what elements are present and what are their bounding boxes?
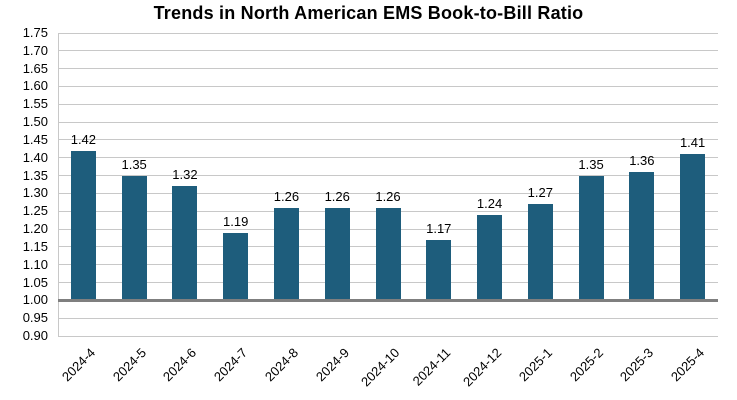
y-axis-tick-label: 1.75 xyxy=(22,25,48,40)
bar-value-label: 1.35 xyxy=(578,156,604,172)
gridline xyxy=(58,175,718,177)
x-axis-tick-label: 2024-4 xyxy=(58,345,98,385)
bar-value-label: 1.17 xyxy=(426,220,452,236)
bar xyxy=(578,175,604,301)
bar-value-label: 1.26 xyxy=(324,188,350,204)
gridline xyxy=(58,103,718,105)
gridline xyxy=(58,68,718,70)
bar-value-label: 1.24 xyxy=(476,195,503,211)
bar-value-label: 1.42 xyxy=(70,131,97,147)
x-axis-tick-label: 2025-2 xyxy=(566,345,606,385)
y-axis-tick-label: 1.15 xyxy=(22,238,48,254)
x-axis-tick-label: 2024-8 xyxy=(261,345,302,385)
gridline xyxy=(58,335,718,337)
bar-value-label: 1.19 xyxy=(223,213,249,229)
x-axis-tick-label: 2024-7 xyxy=(211,345,251,385)
x-axis-tick-label: 2024-10 xyxy=(358,345,403,390)
y-axis-line xyxy=(58,33,59,336)
bar-value-label: 1.26 xyxy=(273,188,300,204)
bar-value-label: 1.27 xyxy=(527,185,553,201)
y-axis-tick-label: 1.35 xyxy=(22,167,48,183)
x-axis-tick-label: 2024-5 xyxy=(109,345,149,385)
y-axis-tick-label: 0.90 xyxy=(22,328,48,343)
y-axis-tick-label: 1.40 xyxy=(22,149,48,165)
bar xyxy=(680,154,706,301)
bar xyxy=(375,207,401,301)
x-axis-tick-label: 2025-4 xyxy=(667,345,708,385)
y-axis-tick-label: 1.00 xyxy=(22,292,48,308)
gridline xyxy=(58,139,718,141)
x-axis-tick-label: 2024-9 xyxy=(312,345,352,385)
bar xyxy=(477,214,503,301)
bar-value-label: 1.41 xyxy=(679,135,706,151)
bar xyxy=(70,150,96,301)
chart-title: Trends in North American EMS Book-to-Bil… xyxy=(153,3,584,23)
bar xyxy=(223,232,249,301)
x-axis-tick-label: 2024-11 xyxy=(409,345,454,389)
gridline xyxy=(58,317,718,319)
bar-value-label: 1.32 xyxy=(172,167,198,183)
x-axis-tick-label: 2024-6 xyxy=(160,345,200,385)
baseline-reference-line xyxy=(58,298,718,302)
x-axis-tick-label: 2025-3 xyxy=(617,345,657,385)
y-axis-tick-label: 1.25 xyxy=(22,203,48,219)
bar xyxy=(629,172,655,301)
bar xyxy=(527,204,553,301)
gridline xyxy=(58,157,718,159)
y-axis-tick-label: 1.70 xyxy=(22,42,48,58)
y-axis-tick-label: 1.65 xyxy=(22,60,48,76)
y-axis-tick-label: 1.60 xyxy=(22,78,48,94)
bar xyxy=(172,186,198,301)
y-axis-tick-label: 1.30 xyxy=(22,185,48,201)
y-axis-tick-label: 1.10 xyxy=(22,256,48,272)
bar-value-label: 1.35 xyxy=(121,156,147,172)
y-axis-tick-label: 1.20 xyxy=(22,221,48,237)
y-axis-tick-label: 1.55 xyxy=(22,96,48,112)
gridline xyxy=(58,121,718,123)
bar-value-label: 1.36 xyxy=(629,153,655,169)
gridline xyxy=(58,85,718,87)
y-axis-tick-label: 0.95 xyxy=(22,310,48,326)
x-axis-tick-label: 2025-1 xyxy=(515,345,555,385)
gridline xyxy=(58,192,718,194)
y-axis-tick-label: 1.45 xyxy=(22,131,48,147)
x-axis-tick-label: 2024-12 xyxy=(459,345,505,390)
y-axis-tick-label: 1.50 xyxy=(22,114,48,130)
bar xyxy=(121,175,147,301)
bar xyxy=(324,207,350,301)
gridline xyxy=(58,32,718,34)
bar xyxy=(273,207,299,301)
y-axis-tick-label: 1.05 xyxy=(22,274,48,290)
bar xyxy=(426,239,452,301)
gridline xyxy=(58,50,718,52)
bar-value-label: 1.26 xyxy=(375,188,401,204)
